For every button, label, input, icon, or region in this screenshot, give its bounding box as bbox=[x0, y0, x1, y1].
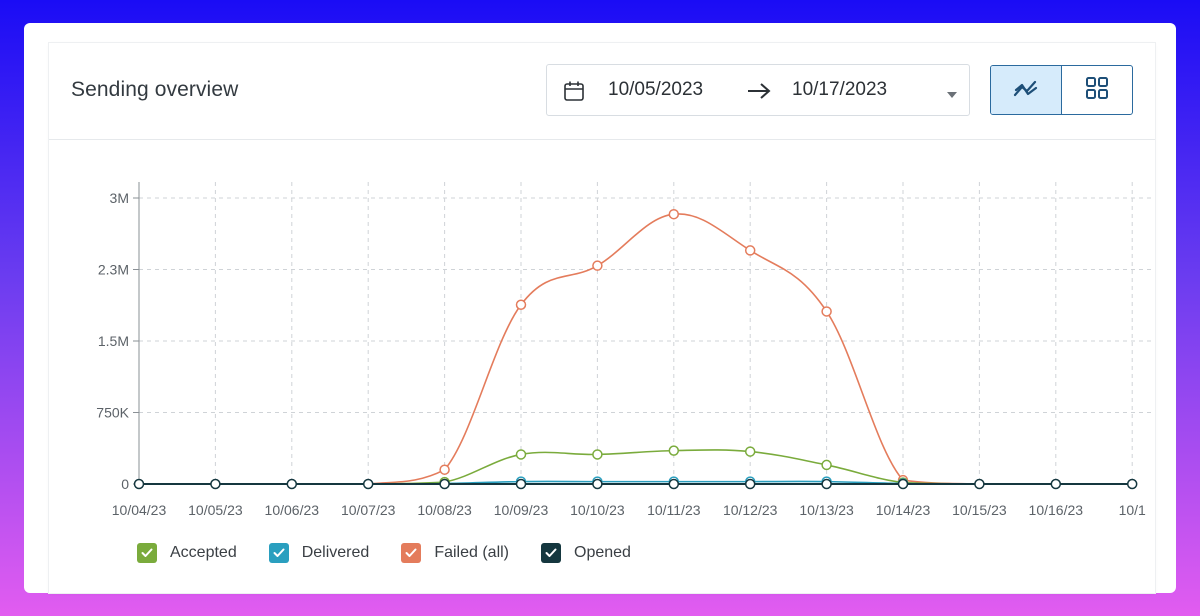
series-line-accepted bbox=[138, 449, 1133, 485]
legend-item-delivered[interactable]: Delivered bbox=[268, 543, 370, 563]
data-point-opened[interactable] bbox=[668, 478, 680, 490]
y-tick-label: 3M bbox=[110, 190, 129, 206]
y-tick-label: 1.5M bbox=[98, 333, 129, 349]
x-tick-label: 10/05/23 bbox=[188, 502, 243, 518]
checkbox-icon[interactable] bbox=[541, 543, 561, 563]
date-from[interactable]: 10/05/2023 bbox=[608, 79, 704, 100]
card: Sending overview 10/05/2023 bbox=[24, 23, 1176, 593]
data-point-opened[interactable] bbox=[210, 478, 221, 490]
data-point-accepted[interactable] bbox=[744, 446, 756, 457]
x-tick-label: 10/07/23 bbox=[341, 502, 396, 518]
data-point-opened[interactable] bbox=[974, 478, 985, 490]
checkbox-icon[interactable] bbox=[401, 543, 422, 563]
legend-label: Failed (all) bbox=[434, 544, 509, 561]
x-tick-label: 10/1 bbox=[1119, 502, 1146, 518]
data-point-opened[interactable] bbox=[133, 478, 145, 490]
x-tick-label: 10/04/23 bbox=[112, 502, 167, 518]
data-point-opened[interactable] bbox=[362, 478, 374, 490]
sending-overview-panel: Sending overview 10/05/2023 bbox=[49, 43, 1155, 593]
data-point-opened[interactable] bbox=[1126, 478, 1138, 490]
grid-view-button[interactable] bbox=[1062, 66, 1132, 114]
data-point-accepted[interactable] bbox=[821, 459, 832, 471]
sending-chart: 0 750K 1.5M 2.3M 3M 10/04/23 10/05/23 10/06/23 1… bbox=[49, 140, 1155, 593]
data-point-failed[interactable] bbox=[515, 299, 527, 311]
data-point-opened[interactable] bbox=[515, 478, 527, 490]
y-tick-label: 0 bbox=[121, 476, 129, 492]
line-chart-icon bbox=[1013, 77, 1039, 104]
x-tick-label: 10/13/23 bbox=[799, 502, 854, 518]
x-tick-label: 10/12/23 bbox=[723, 502, 778, 518]
data-point-opened[interactable] bbox=[744, 478, 756, 490]
legend-item-opened[interactable]: Opened bbox=[541, 543, 631, 563]
view-toggle bbox=[990, 65, 1133, 115]
page-title: Sending overview bbox=[71, 78, 239, 101]
data-point-opened[interactable] bbox=[821, 478, 832, 490]
legend-item-accepted[interactable]: Accepted bbox=[137, 543, 237, 563]
data-point-failed[interactable] bbox=[668, 208, 680, 220]
legend-label: Accepted bbox=[170, 544, 237, 561]
legend-label: Delivered bbox=[301, 544, 370, 561]
calendar-icon bbox=[563, 80, 585, 107]
data-point-opened[interactable] bbox=[439, 478, 450, 490]
x-tick-label: 10/10/23 bbox=[570, 502, 625, 518]
series-line-failed bbox=[138, 213, 1133, 485]
arrow-right-icon bbox=[746, 80, 772, 107]
caret-down-icon[interactable] bbox=[946, 86, 958, 104]
x-tick-label: 10/06/23 bbox=[265, 502, 320, 518]
data-point-failed[interactable] bbox=[439, 464, 450, 475]
y-tick-label: 2.3M bbox=[98, 262, 129, 278]
line-view-button[interactable] bbox=[991, 66, 1062, 114]
legend-label: Opened bbox=[574, 544, 631, 561]
data-point-opened[interactable] bbox=[897, 478, 909, 490]
x-tick-label: 10/15/23 bbox=[952, 502, 1007, 518]
line-chart: 0 750K 1.5M 2.3M 3M 10/04/23 10/05/23 10/06/23 1… bbox=[96, 182, 1155, 518]
x-tick-label: 10/11/23 bbox=[647, 502, 701, 518]
chart-legend: Accepted Delivered Failed (all) Opened bbox=[137, 543, 663, 563]
y-tick-label: 750K bbox=[96, 405, 129, 421]
x-tick-label: 10/16/23 bbox=[1029, 502, 1084, 518]
data-point-accepted[interactable] bbox=[592, 449, 603, 460]
data-point-failed[interactable] bbox=[821, 306, 832, 317]
checkbox-icon[interactable] bbox=[137, 543, 157, 563]
date-to[interactable]: 10/17/2023 bbox=[792, 79, 888, 100]
data-point-accepted[interactable] bbox=[515, 449, 527, 460]
x-tick-label: 10/08/23 bbox=[417, 502, 472, 518]
data-point-failed[interactable] bbox=[744, 245, 756, 256]
panel-header: Sending overview 10/05/2023 bbox=[49, 43, 1155, 140]
data-point-opened[interactable] bbox=[1050, 478, 1062, 490]
grid-icon bbox=[1085, 76, 1109, 105]
data-point-opened[interactable] bbox=[592, 478, 603, 490]
data-point-accepted[interactable] bbox=[668, 445, 680, 456]
x-tick-label: 10/09/23 bbox=[494, 502, 549, 518]
checkbox-icon[interactable] bbox=[268, 543, 289, 563]
data-point-failed[interactable] bbox=[592, 260, 603, 271]
date-range-picker[interactable]: 10/05/2023 10/17/2023 bbox=[546, 64, 970, 116]
data-point-opened[interactable] bbox=[286, 478, 298, 490]
legend-item-failed[interactable]: Failed (all) bbox=[401, 543, 509, 563]
x-tick-label: 10/14/23 bbox=[876, 502, 931, 518]
